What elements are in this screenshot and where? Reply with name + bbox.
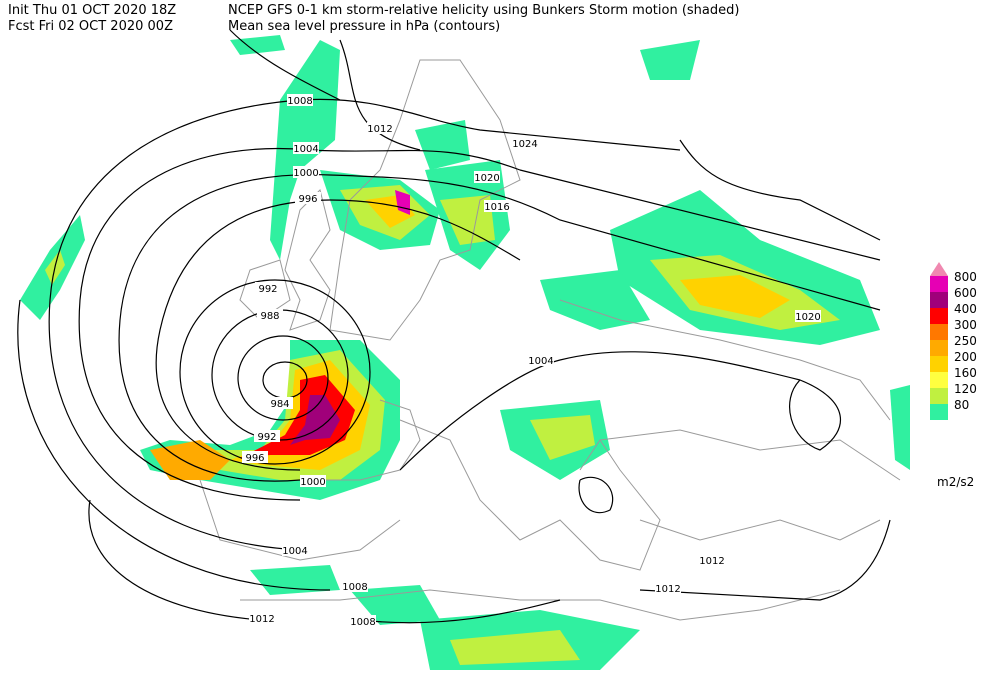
contour-label: 1008 bbox=[350, 617, 375, 628]
legend-swatch bbox=[930, 276, 948, 292]
legend-label: 300 bbox=[954, 318, 977, 332]
helicity-shading bbox=[20, 35, 910, 670]
init-time: Init Thu 01 OCT 2020 18Z bbox=[8, 3, 176, 18]
contour-label: 1008 bbox=[342, 582, 367, 593]
contour-label-bg bbox=[367, 122, 393, 134]
contour-label: 988 bbox=[260, 311, 279, 322]
contour-label: 1004 bbox=[293, 144, 318, 155]
contour-label-bg bbox=[512, 137, 538, 149]
contour-label-bg bbox=[295, 192, 321, 204]
legend-label: 160 bbox=[954, 366, 977, 380]
map-title: NCEP GFS 0-1 km storm-relative helicity … bbox=[228, 3, 739, 18]
contour-label: 1012 bbox=[655, 584, 680, 595]
contour-label: 992 bbox=[257, 432, 276, 443]
contour-label-bg bbox=[795, 310, 821, 322]
contour-label: 996 bbox=[245, 453, 264, 464]
legend-triangle bbox=[930, 262, 948, 276]
legend-label: 800 bbox=[954, 270, 977, 284]
contour-label-bg bbox=[287, 94, 313, 106]
legend-label: 400 bbox=[954, 302, 977, 316]
legend-swatch bbox=[930, 292, 948, 308]
contour-label-bg bbox=[242, 451, 268, 463]
contour-label: 992 bbox=[258, 284, 277, 295]
contour-label-bg bbox=[267, 397, 293, 409]
legend-unit: m2/s2 bbox=[937, 475, 974, 489]
contour-label-bg bbox=[484, 200, 510, 212]
contour-label: 1004 bbox=[282, 546, 307, 557]
contour-label: 1012 bbox=[367, 124, 392, 135]
legend-swatch bbox=[930, 356, 948, 372]
contour-label-bg bbox=[257, 309, 283, 321]
contour-label: 1016 bbox=[484, 202, 509, 213]
contour-label-bg bbox=[300, 475, 326, 487]
contour-label-bg bbox=[254, 430, 280, 442]
legend-swatch bbox=[930, 324, 948, 340]
legend: 800 600 400 300 250 200 160 120 80 m2/s2 bbox=[930, 262, 977, 489]
contour-label-bg bbox=[655, 582, 681, 594]
contour-label: 1000 bbox=[300, 477, 325, 488]
coastlines bbox=[199, 59, 901, 621]
contour-label: 1004 bbox=[528, 356, 553, 367]
contour-label-bg bbox=[350, 615, 376, 627]
contour-label: 1024 bbox=[512, 139, 537, 150]
legend-swatch bbox=[930, 388, 948, 404]
forecast-time: Fcst Fri 02 OCT 2020 00Z bbox=[8, 19, 173, 34]
map-subtitle: Mean sea level pressure in hPa (contours… bbox=[228, 19, 500, 34]
contour-label-bg bbox=[528, 354, 554, 366]
contour-label: 1020 bbox=[795, 312, 820, 323]
contour-label: 1012 bbox=[699, 556, 724, 567]
contour-label-bg bbox=[255, 282, 281, 294]
legend-label: 120 bbox=[954, 382, 977, 396]
contour-label-bg bbox=[293, 142, 319, 154]
contour-label: 1000 bbox=[293, 168, 318, 179]
legend-label: 80 bbox=[954, 398, 969, 412]
contour-label: 984 bbox=[270, 399, 289, 410]
contour-label-bg bbox=[474, 171, 500, 183]
legend-swatch bbox=[930, 404, 948, 420]
contour-label: 996 bbox=[298, 194, 317, 205]
contour-labels: 1008 1012 1024 1004 1000 1020 996 1016 992 988 100… bbox=[242, 94, 821, 628]
contour-label-bg bbox=[699, 554, 725, 566]
contour-label-bg bbox=[293, 166, 319, 178]
contour-label: 1008 bbox=[287, 96, 312, 107]
legend-swatch bbox=[930, 372, 948, 388]
legend-label: 250 bbox=[954, 334, 977, 348]
contour-label-bg bbox=[342, 580, 368, 592]
contour-label-bg bbox=[249, 612, 275, 624]
legend-label: 600 bbox=[954, 286, 977, 300]
contour-label-bg bbox=[282, 544, 308, 556]
legend-swatch bbox=[930, 340, 948, 356]
contour-label: 1012 bbox=[249, 614, 274, 625]
legend-swatch bbox=[930, 308, 948, 324]
legend-label: 200 bbox=[954, 350, 977, 364]
contour-label: 1020 bbox=[474, 173, 499, 184]
